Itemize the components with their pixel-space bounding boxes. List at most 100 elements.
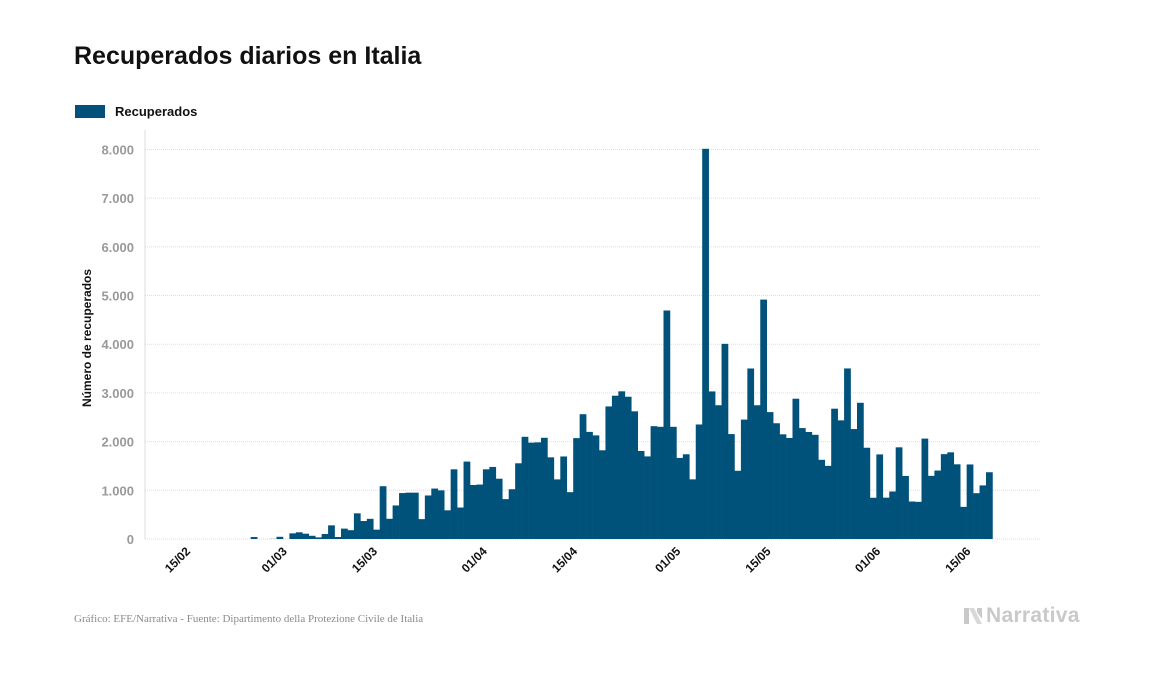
- bar: [592, 435, 600, 539]
- bar: [489, 466, 497, 539]
- bar: [779, 434, 787, 539]
- bar: [502, 499, 509, 539]
- bar: [289, 533, 297, 539]
- bar: [566, 492, 574, 539]
- bar: [463, 461, 471, 539]
- bar: [405, 492, 413, 539]
- bar: [702, 148, 709, 540]
- bar: [973, 493, 980, 539]
- bar: [786, 437, 793, 539]
- bar: [940, 454, 948, 539]
- bar: [521, 436, 529, 539]
- bar: [341, 528, 348, 539]
- bar: [947, 452, 955, 539]
- bar: [308, 535, 316, 539]
- bar: [811, 434, 819, 539]
- x-tick-label: 01/04: [459, 544, 490, 575]
- bar: [644, 456, 651, 539]
- bar: [631, 411, 638, 539]
- bar: [508, 489, 516, 539]
- bar: [734, 470, 742, 539]
- bar: [934, 470, 942, 539]
- y-tick-label: 6.000: [101, 240, 134, 255]
- bar: [753, 405, 761, 539]
- bar: [908, 501, 916, 539]
- bar: [695, 424, 703, 539]
- bar: [869, 497, 877, 539]
- bar: [986, 472, 993, 539]
- bar: [366, 518, 374, 539]
- bar: [476, 484, 484, 539]
- y-tick-label: 3.000: [101, 386, 134, 401]
- bar: [373, 529, 380, 539]
- chart-legend: Recuperados: [75, 104, 197, 119]
- bar: [837, 420, 845, 539]
- chart-title: Recuperados diarios en Italia: [74, 42, 422, 70]
- x-tick-label: 15/06: [942, 544, 973, 575]
- y-tick-label: 8.000: [101, 142, 134, 157]
- bar: [611, 395, 619, 539]
- bar: [844, 368, 851, 539]
- bar: [360, 521, 368, 539]
- bar: [682, 454, 690, 539]
- source-credit: Gráfico: EFE/Narrativa - Fuente: Diparti…: [74, 613, 424, 625]
- bar: [437, 490, 445, 539]
- bar: [534, 442, 542, 539]
- x-tick-label: 15/03: [349, 544, 380, 575]
- bar: [831, 408, 838, 539]
- bar: [669, 426, 677, 539]
- bar: [721, 343, 729, 539]
- y-tick-label: 2.000: [101, 435, 134, 450]
- bar: [599, 450, 606, 539]
- bar: [657, 426, 664, 539]
- bar: [586, 431, 593, 539]
- bar: [321, 534, 329, 539]
- y-tick-label: 7.000: [101, 191, 134, 206]
- bar: [863, 447, 871, 539]
- bar: [618, 391, 626, 539]
- y-tick-label: 1.000: [101, 483, 134, 498]
- bar: [824, 465, 832, 539]
- logo-text: Narrativa: [986, 604, 1080, 627]
- bar: [315, 537, 322, 539]
- legend-label-recuperados: Recuperados: [115, 104, 198, 119]
- bar: [276, 536, 284, 539]
- bar: [966, 464, 974, 539]
- bar: [915, 501, 922, 539]
- bar: [605, 406, 613, 539]
- bar: [528, 442, 535, 539]
- y-tick-label: 5.000: [101, 289, 134, 304]
- y-tick-label: 4.000: [101, 337, 134, 352]
- bar: [715, 405, 722, 539]
- bar: [392, 505, 400, 539]
- x-tick-label: 01/03: [259, 544, 290, 575]
- bar: [637, 450, 645, 539]
- bar: [663, 310, 671, 539]
- bar: [902, 475, 909, 539]
- x-tick-label: 15/05: [742, 544, 773, 575]
- bar: [876, 454, 884, 539]
- bar: [560, 456, 568, 539]
- bar: [624, 396, 632, 539]
- bar: [953, 464, 961, 539]
- bar: [450, 469, 458, 539]
- bar: [457, 507, 464, 539]
- bar: [676, 457, 684, 539]
- bar: [889, 491, 896, 539]
- y-tick-label: 0: [127, 532, 134, 547]
- x-tick-label: 15/02: [162, 544, 193, 575]
- bar: [399, 493, 406, 539]
- bar: [547, 457, 555, 539]
- bar: [470, 485, 477, 539]
- bar: [250, 537, 258, 539]
- bar: [773, 423, 780, 539]
- narrativa-logo: Narrativa: [962, 604, 1080, 628]
- y-axis-title: Número de recuperados: [80, 269, 94, 407]
- x-tick-label: 01/05: [652, 544, 683, 575]
- bar: [579, 414, 587, 539]
- bar: [921, 438, 929, 539]
- bar: [895, 447, 903, 539]
- bar: [650, 426, 658, 539]
- bar: [411, 492, 419, 539]
